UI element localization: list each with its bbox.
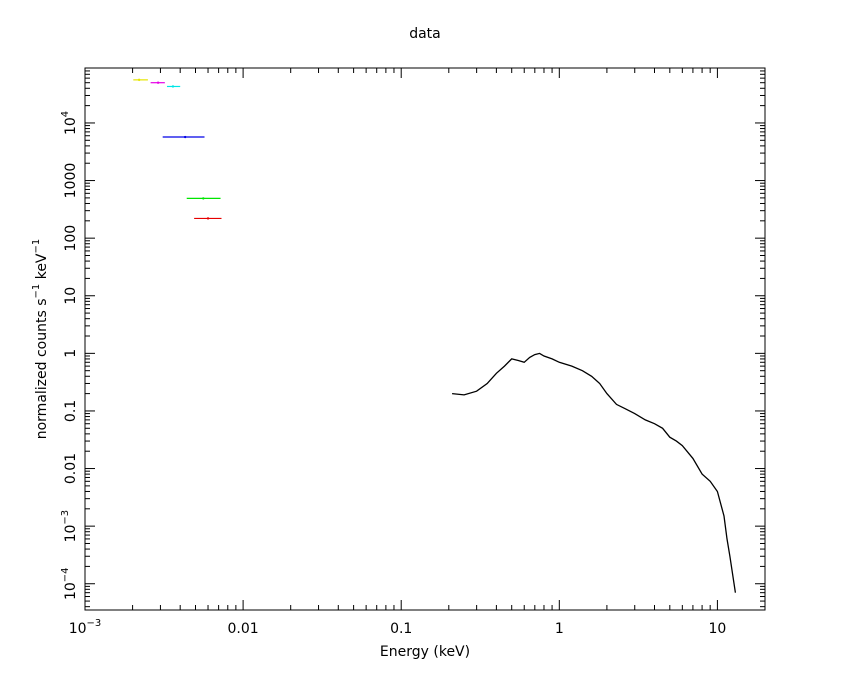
tick-label-base: 10	[63, 117, 79, 135]
y-tick-label: 10	[63, 287, 79, 305]
chart-title: data	[409, 26, 441, 42]
y-tick-label: 10−4	[60, 567, 79, 600]
y-tick-label: 100	[63, 225, 79, 252]
tick-label-base: 10	[63, 582, 79, 600]
tick-label-base: 10	[69, 621, 87, 637]
tick-label-exponent: −3	[60, 510, 71, 525]
data-point	[202, 197, 205, 200]
y-tick-label: 1000	[63, 163, 79, 199]
x-tick-label: 10	[708, 621, 726, 637]
x-tick-label: 10−3	[69, 618, 102, 637]
y-tick-label: 10−3	[60, 510, 79, 543]
y-label-part: −1	[31, 239, 42, 254]
y-label-part: normalized counts s	[34, 298, 50, 439]
data-point	[171, 85, 175, 88]
x-tick-label: 0.01	[228, 621, 259, 637]
y-tick-label: 104	[60, 111, 79, 135]
spectrum-line	[452, 352, 737, 593]
tick-label-exponent: 4	[60, 111, 71, 117]
data-point	[183, 135, 187, 139]
y-label-part: keV	[34, 253, 50, 284]
plot-frame	[84, 67, 766, 611]
x-axis-label: Energy (keV)	[380, 644, 470, 660]
data-point	[206, 217, 210, 220]
y-tick-label: 0.1	[63, 400, 79, 422]
data-point	[156, 81, 160, 84]
y-axis-label: normalized counts s−1 keV−1	[31, 239, 50, 440]
x-tick-label: 1	[555, 621, 564, 637]
tick-label-base: 10	[63, 525, 79, 543]
y-label-part: −1	[31, 284, 42, 299]
tick-label-exponent: −4	[60, 567, 71, 582]
data-point	[137, 78, 141, 82]
x-tick-label: 0.1	[390, 621, 412, 637]
tick-label-exponent: −3	[87, 618, 102, 629]
y-tick-label: 0.01	[63, 453, 79, 484]
y-tick-label: 1	[63, 349, 79, 358]
